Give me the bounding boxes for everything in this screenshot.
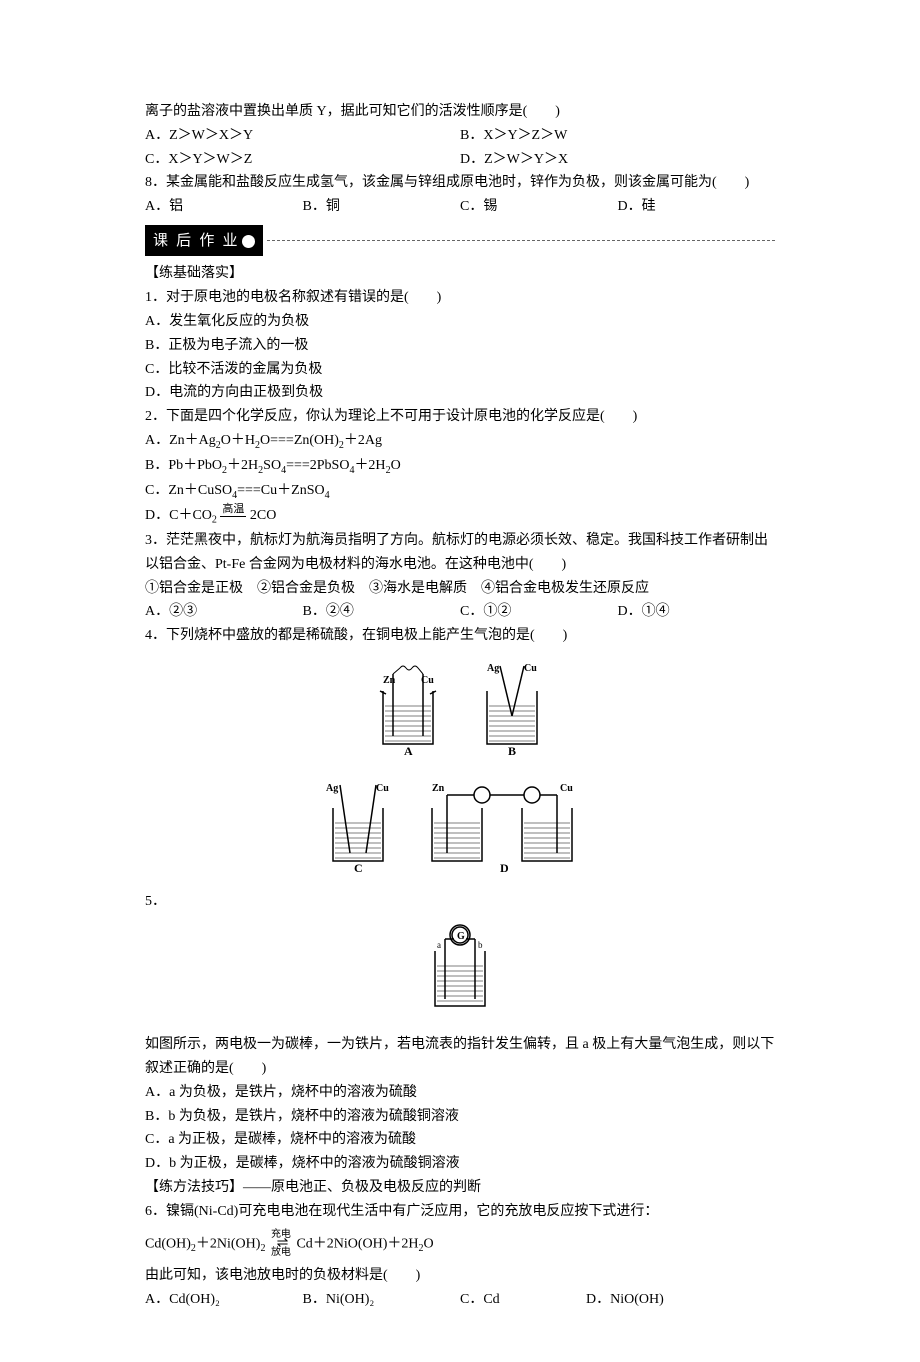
beaker-A-left: Zn [383,675,396,686]
hw5-A: A．a 为负极，是铁片，烧杯中的溶液为硫酸 [145,1081,775,1105]
hw2-D-p2: 2CO [250,508,276,523]
hw2-B-p1: B．Pb＋PbO [145,458,222,473]
section2-title: 【练方法技巧】——原电池正、负极及电极反应的判断 [145,1176,775,1200]
q8-A: A．铝 [145,195,303,219]
electrode-a: a [437,940,441,950]
hw2-D-arrow: 高温 [220,503,246,528]
hw6-C: C．Cd [460,1288,586,1312]
hw4-stem: 4．下列烧杯中盛放的都是稀硫酸，在铜电极上能产生气泡的是( ) [145,624,775,648]
hw3-stem2: ①铝合金是正极 ②铝合金是负极 ③海水是电解质 ④铝合金电极发生还原反应 [145,577,775,601]
homework-banner: 课 后 作 业 [145,225,775,257]
hw5-stem: 如图所示，两电极一为碳棒，一为铁片，若电流表的指针发生偏转，且 a 极上有大量气… [145,1033,775,1081]
hw2-A-p1: A．Zn＋Ag [145,433,216,448]
beaker-D-label: D [500,861,509,873]
hw3-opts: A．②③ B．②④ C．①② D．①④ [145,600,775,624]
hw1-B: B．正极为电子流入的一极 [145,334,775,358]
hw6-stem2: 由此可知，该电池放电时的负极材料是( ) [145,1264,775,1288]
beaker-A-label: A [404,744,413,756]
hw3-stem1: 3．茫茫黑夜中，航标灯为航海员指明了方向。航标灯的电源必须长效、稳定。我国科技工… [145,529,775,577]
q7-A: A．Z＞W＞X＞Y [145,124,460,148]
meter-label: G [457,931,465,942]
beaker-B-label: B [508,744,516,756]
hw2-B: B．Pb＋PbO2＋2H2SO4===2PbSO4＋2H2O [145,454,775,479]
hw2-B-p3: SO [263,458,281,473]
hw5-D: D．b 为正极，是碳棒，烧杯中的溶液为硫酸铜溶液 [145,1152,775,1176]
hw6-eq-p3: Cd＋2NiO(OH)＋2H [296,1236,418,1251]
q7-B: B．X＞Y＞Z＞W [460,124,775,148]
hw2-B-p6: O [391,458,401,473]
beaker-B-left: Ag [487,663,499,674]
banner-text: 课 后 作 业 [153,232,240,249]
hw2-D-p1: D．C＋CO [145,508,212,523]
beaker-D-icon: Zn Cu D [412,773,612,873]
hw6-B: B．Ni(OH)₂ [303,1288,461,1312]
beaker-C-label: C [354,861,363,873]
beaker-D-left: Zn [432,783,445,794]
hw5-C: C．a 为正极，是碳棒，烧杯中的溶液为硫酸 [145,1128,775,1152]
section1-title: 【练基础落实】 [145,262,775,286]
hw1-C: C．比较不活泼的金属为负极 [145,358,775,382]
q8-D: D．硅 [618,195,776,219]
hw6-A: A．Cd(OH)₂ [145,1288,303,1312]
hw3-C: C．①② [460,600,618,624]
beaker-D-right: Cu [560,783,573,794]
hw2-A-p2: O＋H [221,433,255,448]
hw3-D: D．①④ [618,600,776,624]
banner-dashline [267,240,775,241]
beaker-B-icon: Ag Cu B [462,656,562,756]
hw6-eq-p4: O [424,1236,434,1251]
hw3-A: A．②③ [145,600,303,624]
hw2-stem: 2．下面是四个化学反应，你认为理论上不可用于设计原电池的化学反应是( ) [145,405,775,429]
q7-opts-row1: A．Z＞W＞X＞Y B．X＞Y＞Z＞W [145,124,775,148]
hw5-B: B．b 为负极，是铁片，烧杯中的溶液为硫酸铜溶液 [145,1105,775,1129]
banner-label: 课 后 作 业 [145,225,263,257]
hw4-diagrams-row2: Ag Cu C Zn Cu D [145,773,775,882]
hw2-B-p2: ＋2H [227,458,258,473]
beaker-B-right: Cu [524,663,537,674]
q7-C: C．X＞Y＞W＞Z [145,148,460,172]
hw6-D: D．NiO(OH) [586,1288,775,1312]
hw6-eq-p2: ＋2Ni(OH) [196,1236,261,1251]
q7-D: D．Z＞W＞Y＞X [460,148,775,172]
q7-stem: 离子的盐溶液中置换出单质 Y，据此可知它们的活泼性顺序是( ) [145,100,775,124]
hw5-diagram: G a b [145,921,775,1025]
q8-stem: 8．某金属能和盐酸反应生成氢气，该金属与锌组成原电池时，锌作为负极，则该金属可能… [145,171,775,195]
hw4-diagrams-row1: Zn Cu A Ag Cu B [145,656,775,765]
hw2-C-p1: C．Zn＋CuSO [145,483,232,498]
hw6-equation: Cd(OH)2＋2Ni(OH)2 充电 ⇌ 放电 Cd＋2NiO(OH)＋2H2… [145,1230,775,1258]
beaker-C-right: Cu [376,783,389,794]
beaker-A-icon: Zn Cu A [358,656,458,756]
hw6-eq-p1: Cd(OH) [145,1236,191,1251]
hw2-D: D．C＋CO2 高温 2CO [145,503,775,529]
reversible-arrow-icon: 充电 ⇌ 放电 [271,1230,291,1258]
hw3-B: B．②④ [303,600,461,624]
q8-C: C．锡 [460,195,618,219]
hw2-A-p4: ＋2Ag [344,433,382,448]
hw2-C: C．Zn＋CuSO4===Cu＋ZnSO4 [145,479,775,504]
hw1-D: D．电流的方向由正极到负极 [145,381,775,405]
hw5-num: 5． [145,890,775,914]
hw2-C-p2: ===Cu＋ZnSO [237,483,324,498]
hw6-arrow-bot: 放电 [271,1248,291,1258]
electrode-b: b [478,940,483,950]
banner-circle-icon [242,235,255,248]
hw6-stem: 6．镍镉(Ni-Cd)可充电电池在现代生活中有广泛应用，它的充放电反应按下式进行… [145,1200,775,1224]
hw2-D-top: 高温 [220,503,246,516]
hw2-B-p4: ===2PbSO [286,458,349,473]
q8-opts: A．铝 B．铜 C．锡 D．硅 [145,195,775,219]
hw1-stem: 1．对于原电池的电极名称叙述有错误的是( ) [145,286,775,310]
beaker-C-icon: Ag Cu C [308,773,408,873]
hw6-opts: A．Cd(OH)₂ B．Ni(OH)₂ C．Cd D．NiO(OH) [145,1288,775,1312]
hw2-B-p5: ＋2H [354,458,385,473]
hw2-A: A．Zn＋Ag2O＋H2O===Zn(OH)2＋2Ag [145,429,775,454]
beaker-A-right: Cu [421,675,434,686]
q7-opts-row2: C．X＞Y＞W＞Z D．Z＞W＞Y＞X [145,148,775,172]
hw1-A: A．发生氧化反应的为负极 [145,310,775,334]
q8-B: B．铜 [303,195,461,219]
beaker-G-icon: G a b [410,921,510,1016]
beaker-C-left: Ag [326,783,338,794]
hw2-A-p3: O===Zn(OH) [260,433,339,448]
